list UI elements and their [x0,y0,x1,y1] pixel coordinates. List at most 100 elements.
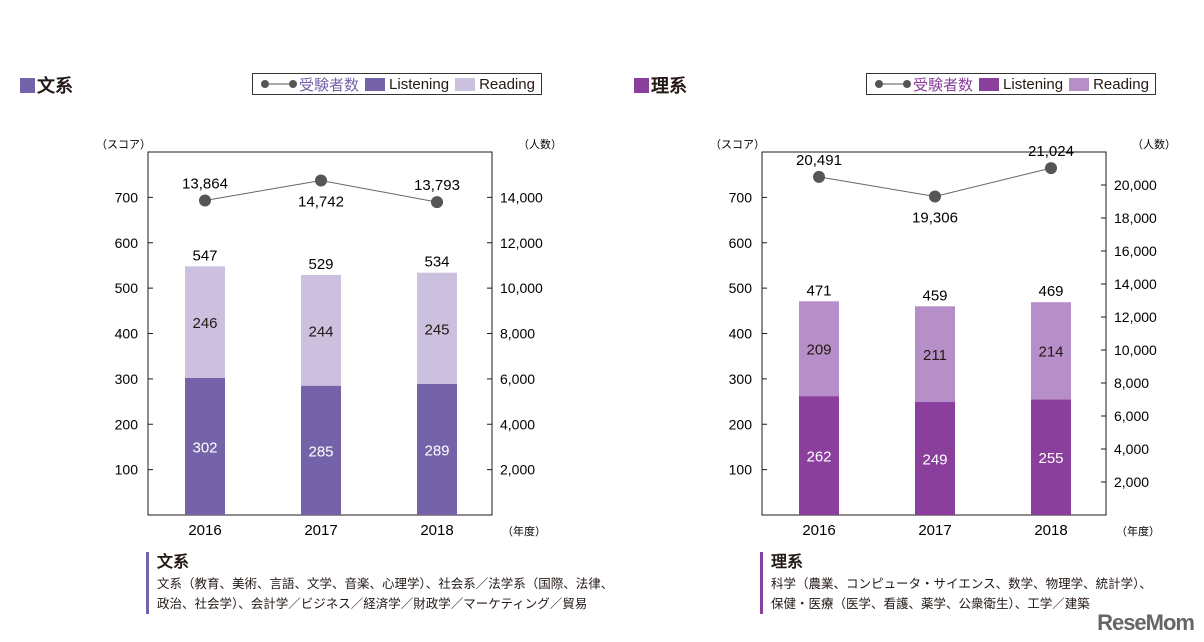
listening-value-label: 302 [192,439,217,456]
legend-bunkei: 受験者数 Listening Reading [252,73,542,95]
y-tick-label: 400 [729,326,753,342]
y-tick-label: 300 [729,371,753,387]
note-title: 理系 [771,554,804,571]
note-rikei: 理系 科学（農業、コンピュータ・サイエンス、数学、物理学、統計学）、 保健・医療… [760,552,1152,614]
bar-reading [185,266,225,378]
y2-tick-label: 4,000 [1114,441,1149,457]
swatch [1069,77,1090,91]
examinees-point [1045,162,1057,175]
examinees-value-label: 13,793 [414,177,460,194]
legend-item-reading: Reading [1069,76,1149,93]
legend-item-listening: Listening [979,76,1063,93]
swatch [979,77,1000,91]
legend-item-examinees: 受験者数 [259,74,359,95]
y-axis-label: （スコア） [710,138,765,151]
x-tick-label: 2018 [420,522,453,539]
bar-reading [1031,302,1071,400]
watermark-logo: ReseMom [1097,610,1195,635]
y-tick-label: 500 [729,280,753,296]
legend-item-listening: Listening [365,76,449,93]
y2-tick-label: 10,000 [500,280,543,296]
y2-tick-label: 18,000 [1114,210,1157,226]
legend-label: Reading [479,75,535,93]
note-line: 政治、社会学）、会計学／ビジネス／経済学／財政学／マーケティング／貿易 [157,597,588,611]
listening-value-label: 262 [806,449,831,466]
title-text: 文系 [37,76,73,96]
y-tick-label: 500 [115,280,139,296]
bar-listening [185,377,225,515]
total-value-label: 529 [308,256,333,273]
legend-label: Listening [1003,75,1064,93]
x-tick-label: 2016 [802,522,835,539]
swatch [455,77,476,91]
y2-tick-label: 20,000 [1114,177,1157,193]
note-title: 文系 [157,554,190,571]
reading-value-label: 245 [424,321,449,338]
y-tick-label: 600 [729,235,753,251]
listening-value-label: 255 [1038,450,1063,467]
y-tick-label: 300 [115,371,139,387]
reading-value-label: 214 [1038,344,1063,361]
reading-value-label: 246 [192,315,217,332]
y2-axis-label: （人数） [1132,138,1176,151]
y2-tick-label: 16,000 [1114,243,1157,259]
y2-tick-label: 2,000 [500,462,535,478]
note-bunkei: 文系 文系（教育、美術、言語、文学、音楽、心理学）、社会系／法学系（国際、法律、… [146,552,613,614]
bar-reading [799,301,839,397]
swatch [365,77,386,91]
x-tick-label: 2017 [918,522,951,539]
total-value-label: 469 [1038,283,1063,300]
examinees-value-label: 13,864 [182,175,228,192]
line-marker-icon [261,80,297,88]
note-line: 保健・医療（医学、看護、薬学、公衆衛生）、工学／建築 [771,597,1090,611]
bar-listening [915,402,955,515]
legend-item-reading: Reading [455,76,535,93]
legend-label: Reading [1093,75,1149,93]
y2-tick-label: 12,000 [500,235,543,251]
square-icon [634,77,649,93]
listening-value-label: 285 [308,443,333,460]
legend-item-examinees: 受験者数 [873,74,973,95]
y-tick-label: 600 [115,235,139,251]
y-tick-label: 700 [115,189,139,205]
y2-tick-label: 6,000 [1114,408,1149,424]
y2-tick-label: 2,000 [1114,474,1149,490]
examinees-value-label: 19,306 [912,209,958,226]
x-axis-label: （年度） [1116,524,1160,538]
y2-tick-label: 14,000 [1114,276,1157,292]
x-tick-label: 2016 [188,522,221,539]
y-tick-label: 700 [729,189,753,205]
reading-value-label: 244 [308,323,333,340]
line-marker-icon [875,80,911,88]
legend-rikei: 受験者数 Listening Reading [866,73,1156,95]
y-tick-label: 100 [729,462,753,478]
reading-value-label: 209 [806,342,831,359]
y-tick-label: 200 [729,416,753,432]
bar-listening [301,385,341,515]
examinees-point [315,174,327,187]
y2-tick-label: 10,000 [1114,342,1157,358]
bar-reading [301,274,341,386]
legend-label: Listening [389,75,450,93]
y-tick-label: 400 [115,326,139,342]
total-value-label: 547 [192,247,217,264]
legend-label: 受験者数 [913,76,974,94]
y2-tick-label: 6,000 [500,371,535,387]
y-tick-label: 100 [115,462,139,478]
note-line: 科学（農業、コンピュータ・サイエンス、数学、物理学、統計学）、 [771,577,1152,591]
listening-value-label: 249 [922,452,947,469]
chart-title-bunkei: 文系 [20,72,73,98]
legend-label: 受験者数 [299,76,360,94]
x-tick-label: 2018 [1034,522,1067,539]
x-tick-label: 2017 [304,522,337,539]
total-value-label: 534 [424,254,449,271]
listening-value-label: 289 [424,442,449,459]
examinees-point [813,170,825,183]
y2-tick-label: 14,000 [500,189,543,205]
total-value-label: 471 [806,282,831,299]
total-value-label: 459 [922,287,947,304]
examinees-value-label: 21,024 [1028,143,1074,160]
title-text: 理系 [651,76,687,96]
chart-title-rikei: 理系 [634,72,687,98]
